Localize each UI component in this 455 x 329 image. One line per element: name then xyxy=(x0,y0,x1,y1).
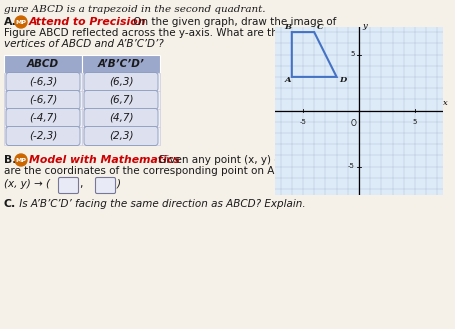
Text: (6,7): (6,7) xyxy=(108,95,133,105)
Text: B: B xyxy=(283,23,290,31)
FancyBboxPatch shape xyxy=(82,55,160,73)
FancyBboxPatch shape xyxy=(4,127,82,145)
Text: 5: 5 xyxy=(349,52,354,58)
FancyBboxPatch shape xyxy=(84,90,157,110)
FancyBboxPatch shape xyxy=(6,126,80,145)
FancyBboxPatch shape xyxy=(84,72,157,91)
FancyBboxPatch shape xyxy=(95,178,115,193)
Text: Figure ABCD reflected across the y-axis. What are the coordinates of the: Figure ABCD reflected across the y-axis.… xyxy=(4,28,382,38)
Text: A.: A. xyxy=(4,17,17,27)
Text: gure ABCD is a trapezoid in the second quadrant.: gure ABCD is a trapezoid in the second q… xyxy=(4,5,265,14)
Text: -5: -5 xyxy=(299,119,306,125)
Text: D: D xyxy=(338,77,345,85)
Text: ABCD: ABCD xyxy=(27,59,59,69)
FancyBboxPatch shape xyxy=(82,73,160,91)
Text: Model with Mathematics: Model with Mathematics xyxy=(29,155,179,165)
FancyBboxPatch shape xyxy=(4,109,82,127)
Text: (6,3): (6,3) xyxy=(108,77,133,87)
Text: O: O xyxy=(350,119,355,128)
Text: (-4,7): (-4,7) xyxy=(29,113,57,123)
FancyBboxPatch shape xyxy=(58,178,78,193)
FancyBboxPatch shape xyxy=(6,90,80,110)
FancyBboxPatch shape xyxy=(6,109,80,128)
Text: x: x xyxy=(442,99,447,107)
Text: C.: C. xyxy=(4,199,16,209)
Text: (-6,3): (-6,3) xyxy=(29,77,57,87)
Text: Is A’B’C’D’ facing the same direction as ABCD? Explain.: Is A’B’C’D’ facing the same direction as… xyxy=(16,199,305,209)
Text: are the coordinates of the corresponding point on A’B’C’D’?: are the coordinates of the corresponding… xyxy=(4,166,315,176)
Text: B.: B. xyxy=(4,155,16,165)
Text: 5: 5 xyxy=(412,119,416,125)
FancyBboxPatch shape xyxy=(4,55,82,73)
Text: A’B’C’D’: A’B’C’D’ xyxy=(97,59,144,69)
Text: MP: MP xyxy=(15,19,26,24)
Text: ,: , xyxy=(79,179,82,189)
FancyBboxPatch shape xyxy=(82,109,160,127)
Text: MP: MP xyxy=(15,158,26,163)
Text: Given any point (x, y) on ABCD, what: Given any point (x, y) on ABCD, what xyxy=(155,155,351,165)
Text: -5: -5 xyxy=(347,164,354,169)
FancyBboxPatch shape xyxy=(4,73,82,91)
Text: On the given graph, draw the image of: On the given graph, draw the image of xyxy=(130,17,336,27)
FancyBboxPatch shape xyxy=(82,91,160,109)
Text: Attend to Precision: Attend to Precision xyxy=(29,17,146,27)
Text: (4,7): (4,7) xyxy=(108,113,133,123)
Text: (-6,7): (-6,7) xyxy=(29,95,57,105)
Text: (x, y) → (: (x, y) → ( xyxy=(4,179,50,189)
Text: A: A xyxy=(284,77,291,85)
FancyBboxPatch shape xyxy=(4,91,82,109)
FancyBboxPatch shape xyxy=(82,127,160,145)
Text: vertices of ABCD and A’B’C’D’?: vertices of ABCD and A’B’C’D’? xyxy=(4,39,163,49)
Text: ): ) xyxy=(117,179,121,189)
Text: (-2,3): (-2,3) xyxy=(29,131,57,141)
Text: (2,3): (2,3) xyxy=(108,131,133,141)
Text: y: y xyxy=(362,22,366,30)
Circle shape xyxy=(15,16,27,28)
FancyBboxPatch shape xyxy=(84,109,157,128)
Text: C: C xyxy=(316,23,322,31)
Circle shape xyxy=(15,154,27,166)
FancyBboxPatch shape xyxy=(6,72,80,91)
FancyBboxPatch shape xyxy=(84,126,157,145)
